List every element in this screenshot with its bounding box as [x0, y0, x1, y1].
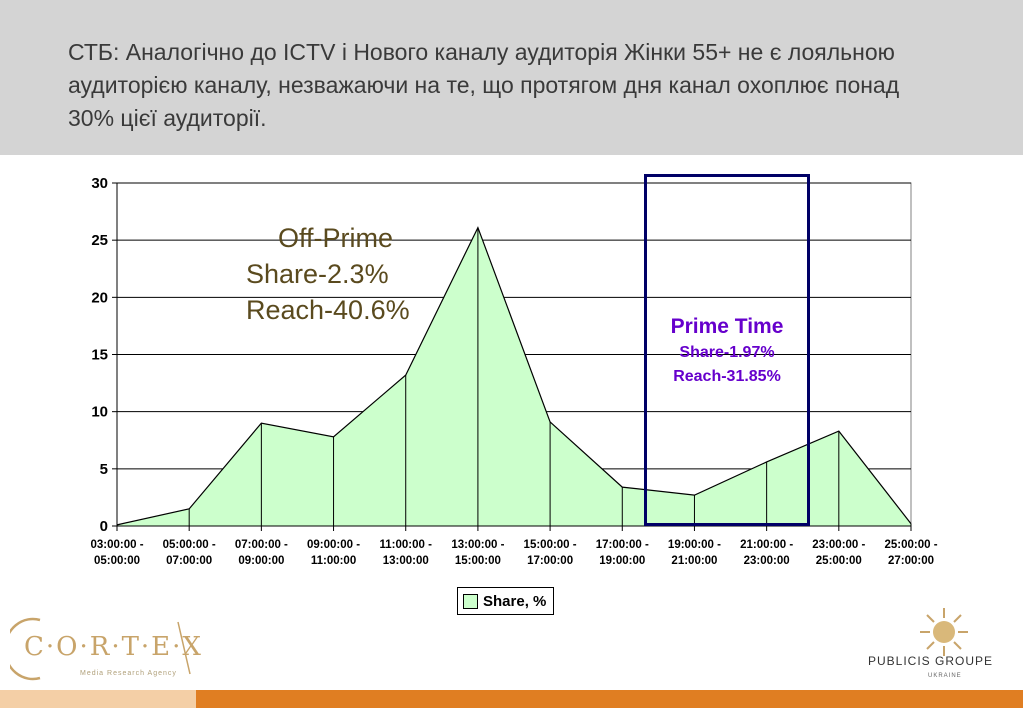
share-area-chart: 0 5 10 15 20 25 30 03:00:00 -05:00:00 05:00:00 -… [90, 175, 937, 567]
slide-title: СТБ: Аналогічно до ICTV і Нового каналу … [68, 39, 900, 131]
x-tick-label-2: 07:00:00 -09:00:00 [235, 539, 288, 567]
footer-bar-accent [0, 690, 196, 708]
x-tick-label-1: 05:00:00 -07:00:00 [163, 539, 216, 567]
cortex-logo-subtitle: Media Research Agency [80, 670, 177, 677]
y-tick-label-2: 10 [91, 404, 108, 421]
legend-label-share: Share, % [483, 592, 547, 610]
off-prime-annotation: Off-Prime Share-2.3% Reach-40.6% [246, 220, 410, 328]
y-tick-label-0: 0 [100, 518, 108, 535]
x-tick-label-10: 23:00:00 -25:00:00 [812, 539, 865, 567]
chart-legend: Share, % [457, 587, 555, 615]
prime-time-title: Prime Time [670, 315, 784, 338]
y-tick-label-4: 20 [91, 289, 108, 306]
prime-time-highlight-box [644, 174, 810, 526]
off-prime-share: Share-2.3% [246, 259, 389, 289]
prime-time-annotation: Prime Time Share-1.97% Reach-31.85% [644, 313, 810, 389]
x-tick-label-3: 09:00:00 -11:00:00 [307, 539, 360, 567]
x-tick-label-5: 13:00:00 -15:00:00 [451, 539, 504, 567]
x-tick-label-6: 15:00:00 -17:00:00 [524, 539, 577, 567]
publicis-sun-icon [920, 608, 968, 656]
header-banner: СТБ: Аналогічно до ICTV і Нового каналу … [0, 0, 1023, 155]
y-tick-label-5: 25 [91, 232, 108, 249]
footer-bar [0, 690, 1023, 708]
publicis-logo-subtitle: UKRAINE [928, 673, 962, 679]
series-area-share [117, 227, 911, 526]
series-line-share [116, 226, 912, 526]
publicis-logo-text: PUBLICIS GROUPE [868, 654, 994, 668]
prime-time-reach: Reach-31.85% [673, 368, 781, 385]
x-tick-label-7: 17:00:00 -19:00:00 [596, 539, 649, 567]
y-tick-label-3: 15 [91, 347, 108, 364]
x-tick-label-0: 03:00:00 -05:00:00 [90, 539, 143, 567]
x-tick-label-9: 21:00:00 -23:00:00 [740, 539, 793, 567]
off-prime-title: Off-Prime [278, 223, 394, 253]
legend-swatch-share [463, 593, 478, 609]
off-prime-reach: Reach-40.6% [246, 295, 410, 325]
prime-time-share: Share-1.97% [679, 344, 775, 361]
y-tick-label-1: 5 [100, 461, 108, 478]
cortex-logo-mark [10, 617, 191, 681]
y-tick-label-6: 30 [91, 175, 108, 192]
cortex-logo-text: C·O·R·T·E·X [24, 632, 203, 662]
x-tick-label-11: 25:00:00 -27:00:00 [884, 539, 937, 567]
x-tick-label-4: 11:00:00 -13:00:00 [380, 539, 433, 567]
x-tick-label-8: 19:00:00 -21:00:00 [668, 539, 721, 567]
